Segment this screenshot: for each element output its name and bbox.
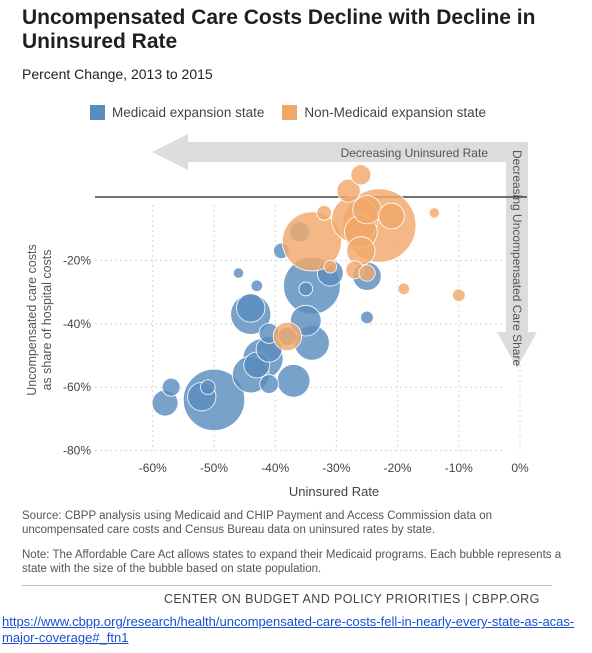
care-share-arrow-shape (497, 142, 537, 368)
bubble-medicaid-state (298, 281, 314, 297)
y-tick-label: -40% (63, 317, 91, 331)
bubble-non-medicaid-state (272, 321, 303, 352)
bubble-medicaid-state (236, 293, 266, 323)
y-tick-label: -80% (63, 444, 91, 458)
bubble-medicaid-state (161, 377, 181, 397)
chart-subtitle: Percent Change, 2013 to 2015 (22, 66, 213, 82)
bubble-non-medicaid-state (358, 264, 376, 282)
uninsured-arrow-label: Decreasing Uninsured Rate (341, 146, 489, 160)
bubble-medicaid-state (200, 379, 216, 395)
bubble-medicaid-state (360, 310, 374, 325)
scatter-chart: Decreasing Uninsured Rate Decreasing Unc… (25, 134, 537, 499)
y-tick-labels: -20% -40% -60% -80% (63, 253, 91, 457)
x-tick-label: -30% (322, 461, 350, 475)
x-tick-label: -50% (200, 461, 228, 475)
bubble-non-medicaid-state (336, 178, 361, 203)
bubble-medicaid-state (259, 374, 279, 394)
y-axis-title: Uncompensated care costs as share of hos… (25, 244, 54, 395)
legend-swatch-non-medicaid (282, 105, 298, 120)
legend-item-non-medicaid: Non-Medicaid expansion state (282, 105, 486, 120)
bubble-medicaid-state (276, 364, 311, 398)
chart-title: Uncompensated Care Costs Decline with De… (22, 6, 536, 53)
uninsured-arrow: Decreasing Uninsured Rate (152, 134, 510, 170)
bubble-non-medicaid-state (452, 288, 466, 303)
legend: Medicaid expansion state Non-Medicaid ex… (90, 105, 504, 120)
bubbles (151, 164, 466, 431)
bubble-non-medicaid-state (378, 202, 405, 230)
bubble-medicaid-state (232, 267, 245, 279)
x-tick-label: -60% (139, 461, 167, 475)
bubble-non-medicaid-state (281, 211, 342, 272)
bubble-non-medicaid-state (352, 195, 382, 225)
y-axis-title-line-2: as share of hospital costs (40, 249, 54, 390)
bubble-non-medicaid-state (323, 259, 338, 274)
footer-divider (22, 585, 552, 586)
uninsured-arrow-shape (152, 134, 510, 170)
legend-label-medicaid: Medicaid expansion state (112, 105, 265, 120)
bubble-non-medicaid-state (397, 282, 410, 296)
y-axis-title-line-1: Uncompensated care costs (25, 244, 39, 395)
y-tick-label: -60% (63, 380, 91, 394)
y-tick-label: -20% (63, 253, 91, 267)
x-tick-label: -20% (384, 461, 412, 475)
legend-swatch-medicaid (90, 105, 105, 120)
methodology-note: Note: The Affordable Care Act allows sta… (22, 549, 562, 575)
bubble-medicaid-state (250, 279, 264, 292)
x-tick-label: -10% (445, 461, 473, 475)
bubble-non-medicaid-state (350, 164, 372, 186)
care-share-arrow-label: Decreasing Uncompensated Care Share (510, 150, 524, 366)
bubble-non-medicaid-state (346, 236, 376, 266)
legend-label-non-medicaid: Non-Medicaid expansion state (304, 105, 486, 120)
x-tick-label: 0% (511, 461, 529, 475)
x-tick-label: -40% (261, 461, 289, 475)
x-tick-labels: -60% -50% -40% -30% -20% -10% 0% (139, 461, 529, 475)
care-share-arrow: Decreasing Uncompensated Care Share (497, 142, 537, 368)
source-link[interactable]: https://www.cbpp.org/research/health/unc… (2, 614, 575, 645)
legend-item-medicaid: Medicaid expansion state (90, 105, 264, 120)
footer-credit: CENTER ON BUDGET AND POLICY PRIORITIES |… (164, 592, 540, 606)
source-note: Source: CBPP analysis using Medicaid and… (22, 510, 493, 536)
x-axis-title: Uninsured Rate (289, 484, 379, 499)
bubble-non-medicaid-state (428, 207, 440, 219)
bubble-non-medicaid-state (316, 205, 332, 221)
